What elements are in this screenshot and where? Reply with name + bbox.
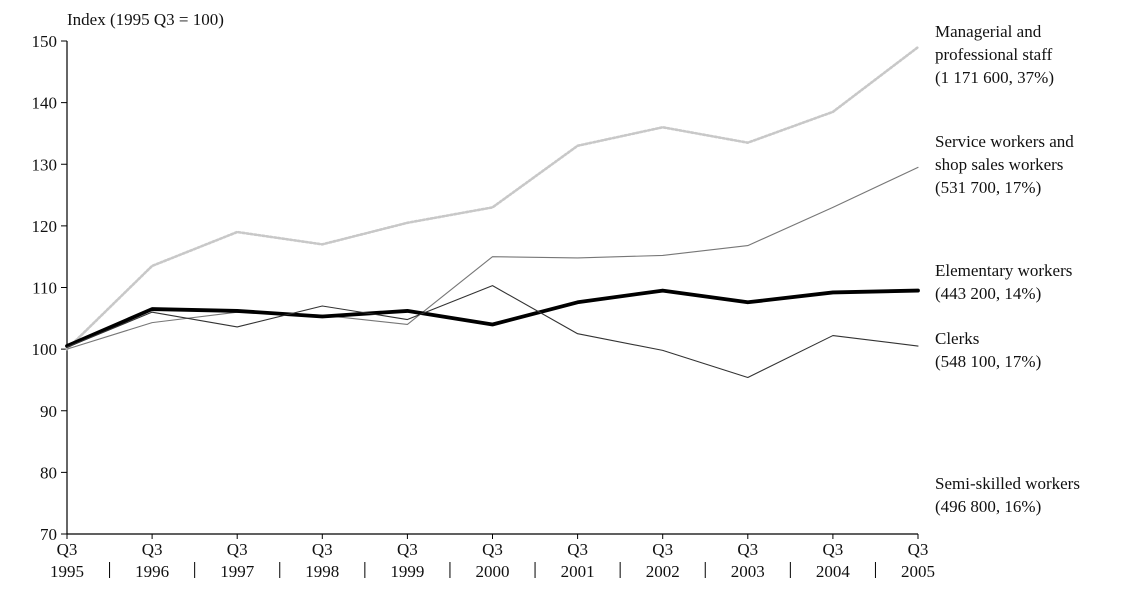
x-tick-quarter: Q3: [57, 540, 78, 559]
y-tick-label: 110: [32, 279, 57, 298]
x-tick-quarter: Q3: [652, 540, 673, 559]
y-tick-label: 130: [32, 155, 58, 174]
x-tick-year: 2002: [646, 562, 680, 581]
series-label-line: Elementary workers: [935, 261, 1072, 280]
x-tick-quarter: Q3: [142, 540, 163, 559]
y-ticks: 70 80 90 100 110 120 130 140 150: [32, 32, 67, 544]
x-tick-year: 1995: [50, 562, 84, 581]
series-label-line: Semi-skilled workers: [935, 474, 1080, 493]
y-axis: 70 80 90 100 110 120 130 140 150: [32, 32, 68, 544]
x-tick-quarter: Q3: [312, 540, 333, 559]
x-tick-quarter: Q3: [908, 540, 929, 559]
x-tick-year: 2000: [476, 562, 510, 581]
series-label-line: shop sales workers: [935, 155, 1063, 174]
x-tick-year: 1999: [390, 562, 424, 581]
x-tick-year: 2005: [901, 562, 935, 581]
x-tick-quarter: Q3: [482, 540, 503, 559]
x-tick-year: 1998: [305, 562, 339, 581]
series-label-line: (531 700, 17%): [935, 178, 1041, 197]
y-tick-label: 120: [32, 217, 58, 236]
series-label-line: professional staff: [935, 45, 1053, 64]
y-axis-title: Index (1995 Q3 = 100): [67, 10, 224, 29]
series-label-line: Clerks: [935, 329, 979, 348]
series-line-3: [66, 285, 919, 379]
y-tick-label: 150: [32, 32, 58, 51]
series-label-line: (1 171 600, 37%): [935, 68, 1054, 87]
x-tick-year: 2004: [816, 562, 851, 581]
x-tick-year: 2001: [561, 562, 595, 581]
series-label-4: Semi-skilled workers (496 800, 16%): [935, 474, 1080, 516]
x-tick-year: 1996: [135, 562, 169, 581]
y-tick-label: 140: [32, 94, 58, 113]
x-tick-quarter: Q3: [567, 540, 588, 559]
x-ticks: Q3 1995 Q3 1996 Q3 1997 Q3 1998 Q3 1999 Q3 2000 Q3 20…: [50, 534, 935, 581]
series-label-line: Managerial and: [935, 22, 1042, 41]
series-label-0: Managerial and professional staff (1 171 6…: [935, 22, 1054, 87]
y-tick-label: 80: [40, 463, 57, 482]
x-tick-quarter: Q3: [397, 540, 418, 559]
x-tick-quarter: Q3: [227, 540, 248, 559]
y-tick-label: 90: [40, 402, 57, 421]
series-label-line: (443 200, 14%): [935, 284, 1041, 303]
series-label-line: (548 100, 17%): [935, 352, 1041, 371]
series-line-1: [66, 166, 919, 350]
series-lines: [65, 45, 920, 379]
series-label-3: Clerks (548 100, 17%): [935, 329, 1041, 371]
series-line-0: [65, 45, 920, 351]
series-label-2: Elementary workers (443 200, 14%): [935, 261, 1072, 303]
series-labels: Managerial and professional staff (1 171 6…: [935, 22, 1080, 516]
x-tick-year: 1997: [220, 562, 255, 581]
series-label-line: Service workers and: [935, 132, 1074, 151]
series-line-2: [65, 288, 920, 348]
y-tick-label: 70: [40, 525, 57, 544]
x-tick-year: 2003: [731, 562, 765, 581]
x-tick-quarter: Q3: [737, 540, 758, 559]
x-axis: Q3 1995 Q3 1996 Q3 1997 Q3 1998 Q3 1999 Q3 2000 Q3 20…: [50, 533, 935, 581]
series-label-line: (496 800, 16%): [935, 497, 1041, 516]
y-tick-label: 100: [32, 340, 58, 359]
x-tick-quarter: Q3: [823, 540, 844, 559]
series-label-1: Service workers and shop sales workers (53…: [935, 132, 1074, 197]
